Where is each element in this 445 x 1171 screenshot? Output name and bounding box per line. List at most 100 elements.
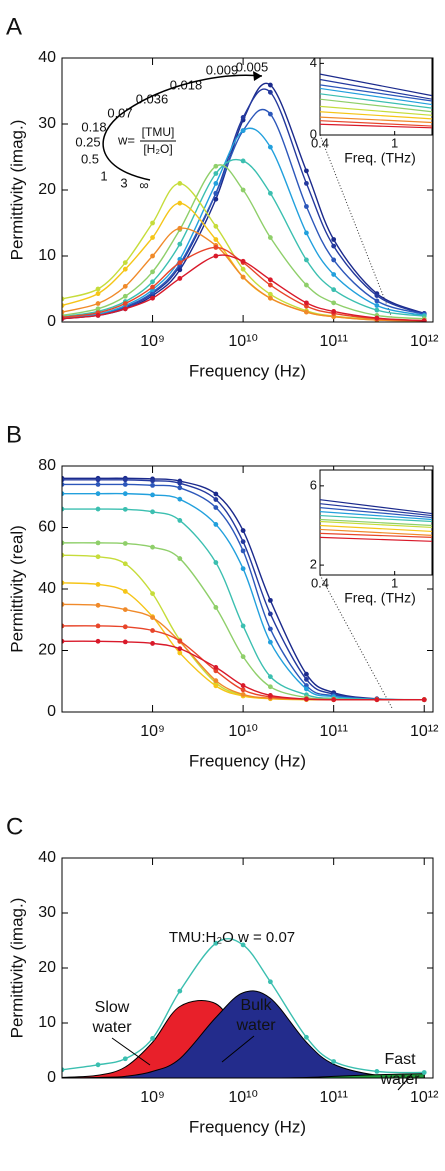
data-point [150, 544, 155, 550]
legend-label: 0.005 [236, 59, 269, 74]
data-point [177, 485, 183, 491]
data-point [150, 482, 155, 488]
inset-line [319, 518, 433, 527]
plot-area [62, 82, 427, 322]
annotation-prefix: w= [117, 132, 135, 147]
data-point [150, 235, 155, 240]
callout-label: Slow water [92, 999, 132, 1036]
plot-frame [61, 57, 434, 323]
data-point [213, 560, 219, 565]
data-point [122, 639, 128, 645]
data-point [213, 245, 219, 250]
data-point [240, 942, 246, 948]
data-point [62, 1067, 65, 1073]
inset-x-tick-label: 0.4 [311, 135, 329, 150]
data-point [62, 316, 65, 322]
data-point [150, 269, 155, 275]
data-point [267, 111, 273, 117]
data-point [150, 284, 155, 290]
data-point [122, 1056, 128, 1062]
annotation: TMU:H₂O w = 0.07 [169, 929, 295, 946]
legend-label: ∞ [139, 177, 148, 192]
callout-line [221, 1035, 255, 1063]
x-tick-label: 10⁹ [140, 723, 165, 740]
data-point [177, 260, 183, 265]
plot-area [62, 475, 427, 703]
data-point [421, 697, 427, 703]
data-point [95, 482, 101, 487]
y-tick-label: 0 [47, 703, 56, 720]
data-point [213, 253, 219, 259]
inset-line [319, 524, 433, 533]
data-point [374, 307, 380, 313]
data-point [150, 492, 155, 498]
data-point [374, 697, 380, 703]
inset-line [319, 116, 433, 124]
data-point [150, 509, 155, 515]
data-point [150, 478, 155, 484]
annotation-numerator: [TMU] [142, 125, 175, 139]
data-point [213, 665, 219, 670]
inset-line [319, 93, 433, 109]
inset-connector [319, 574, 393, 709]
data-point [177, 181, 183, 186]
y-tick-label: 20 [38, 181, 56, 198]
inset-x-tick-label: 1 [391, 135, 398, 150]
data-point [177, 988, 183, 994]
data-point [62, 552, 65, 558]
data-point [304, 303, 309, 309]
data-point [62, 580, 65, 586]
data-point [62, 638, 65, 644]
data-point [240, 683, 246, 688]
data-point [240, 258, 246, 264]
data-point [177, 496, 183, 502]
data-point [95, 313, 101, 318]
inset-line [319, 105, 433, 116]
data-point [213, 668, 219, 674]
inset-line [319, 532, 433, 538]
data-point [177, 646, 183, 652]
data-point [374, 303, 380, 308]
data-point [304, 1034, 309, 1040]
data-point [331, 300, 337, 306]
data-point [62, 477, 65, 483]
data-point [267, 235, 273, 240]
callout-line [397, 1073, 413, 1091]
data-point [122, 541, 128, 546]
data-point [177, 650, 183, 656]
data-point [304, 686, 309, 692]
data-point [304, 282, 309, 288]
x-tick-label: 10¹¹ [319, 333, 347, 350]
inset-x-tick-label: 1 [391, 575, 398, 590]
inset-x-label: Freq. (THz) [344, 590, 416, 606]
x-tick-label: 10¹² [410, 333, 439, 350]
data-point [267, 282, 273, 288]
x-tick-label: 10¹⁰ [228, 1089, 258, 1106]
data-point [213, 163, 219, 169]
data-point [62, 491, 65, 497]
data-point [62, 506, 65, 512]
data-point [122, 607, 128, 613]
data-point [374, 293, 380, 298]
data-point [267, 684, 273, 690]
x-tick-label: 10¹¹ [319, 1089, 347, 1106]
callout-line [111, 1037, 151, 1066]
y-tick-label: 40 [38, 580, 56, 597]
data-point [421, 1070, 427, 1075]
data-point [62, 303, 65, 308]
data-point [240, 566, 246, 572]
inset-line [319, 87, 433, 106]
x-tick-label: 10⁹ [140, 1089, 165, 1106]
data-point [177, 556, 183, 561]
data-point [95, 306, 101, 312]
annotation-denominator: [H₂O] [143, 142, 172, 156]
legend-label: 0.5 [81, 151, 99, 166]
data-point [240, 266, 246, 272]
inset-line [319, 503, 433, 517]
data-point [267, 295, 273, 301]
x-tick-label: 10¹² [410, 1089, 439, 1106]
data-point [62, 482, 65, 487]
y-tick-label: 10 [38, 247, 56, 264]
data-point [95, 581, 101, 587]
data-point [304, 181, 309, 186]
